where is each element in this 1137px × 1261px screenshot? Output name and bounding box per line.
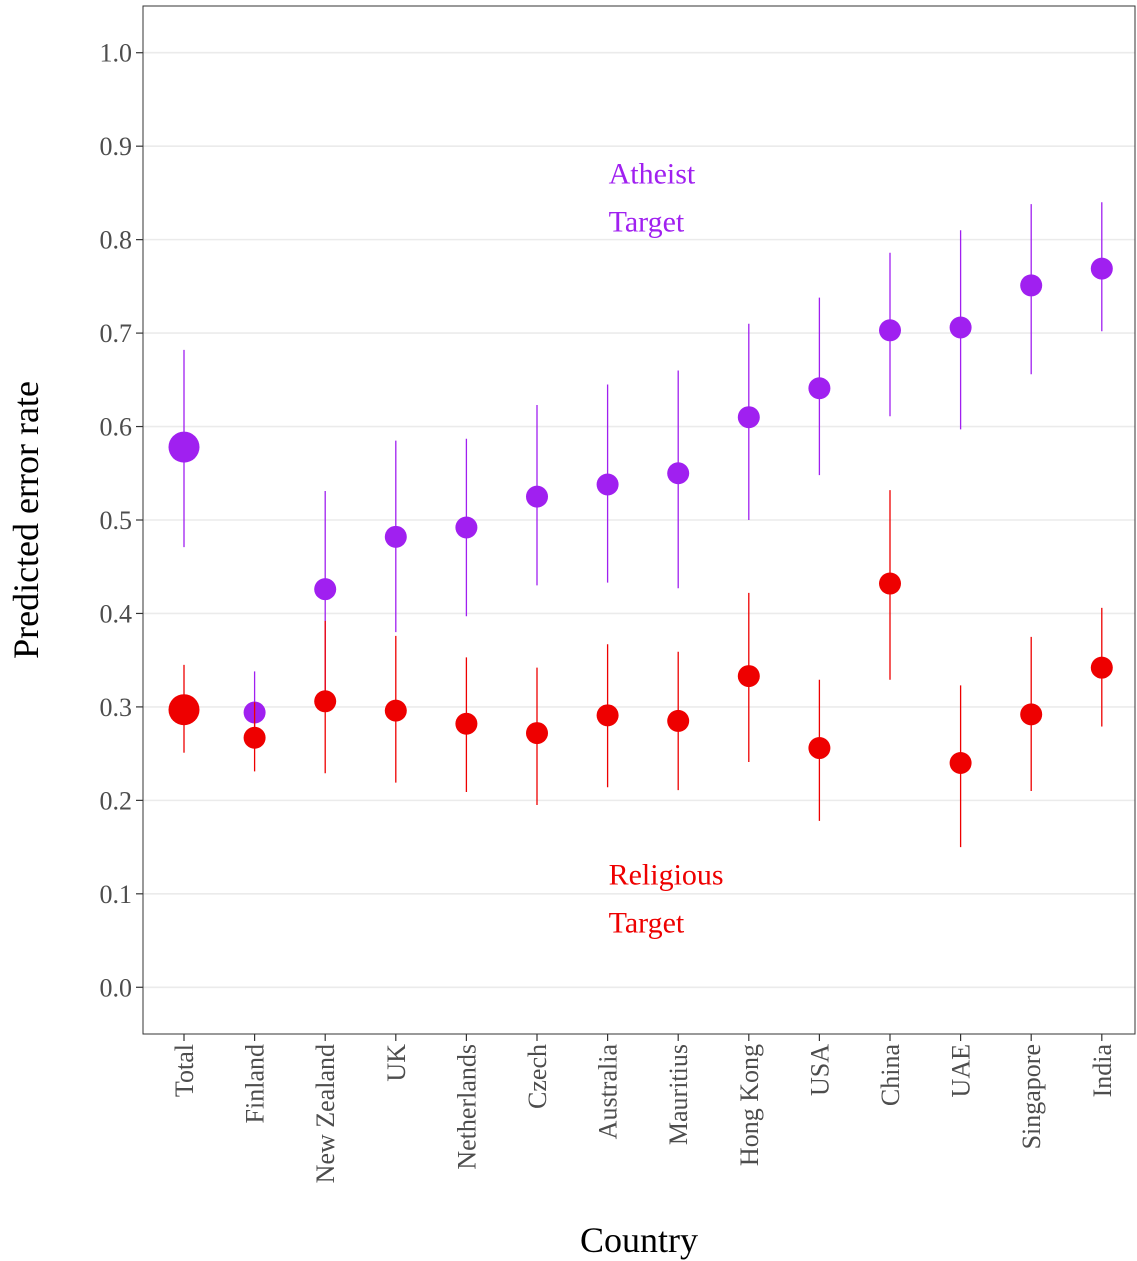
data-point (526, 485, 548, 508)
data-series (168, 202, 1113, 848)
annotation-text: Atheist (609, 158, 696, 191)
data-point (1090, 656, 1113, 679)
data-point (949, 751, 972, 774)
annotations: Atheist Target Religious Target (609, 158, 724, 940)
data-point (1020, 274, 1043, 297)
y-tick-label: 0.1 (100, 880, 133, 909)
series-0 (168, 202, 1113, 749)
data-point (384, 525, 407, 548)
y-tick-label: 0.0 (100, 973, 133, 1002)
y-tick-label: 1.0 (100, 39, 133, 68)
x-tick-label: UK (382, 1044, 411, 1082)
x-tick-label: USA (805, 1044, 834, 1096)
plot-panel-border (142, 5, 1136, 1035)
grid-lines (143, 51, 1135, 989)
data-point (596, 473, 619, 496)
x-tick-label: Hong Kong (735, 1044, 764, 1166)
data-point (314, 578, 337, 601)
data-point (808, 377, 831, 400)
data-point (737, 665, 760, 688)
x-tick-label: New Zealand (311, 1044, 340, 1183)
data-point (455, 712, 478, 735)
y-tick-label: 0.5 (100, 506, 133, 535)
annotation-text: Target (609, 206, 685, 239)
y-tick-label: 0.2 (100, 786, 133, 815)
data-point (879, 319, 901, 342)
x-axis-ticks: Total Finland New Zealand UK Netherlands Czec… (170, 1034, 1117, 1183)
data-point (526, 722, 548, 745)
annotation-text: Religious (609, 858, 724, 891)
data-point (808, 737, 831, 760)
x-axis-title: Country (580, 1220, 698, 1260)
data-point (949, 316, 972, 339)
data-point (168, 694, 200, 726)
y-tick-label: 0.3 (100, 693, 133, 722)
data-point (1020, 703, 1043, 726)
data-point (737, 406, 760, 429)
y-tick-label: 0.8 (100, 226, 133, 255)
data-point (667, 709, 690, 732)
x-tick-label: Total (170, 1044, 199, 1097)
y-tick-label: 0.9 (100, 132, 133, 161)
data-point (455, 516, 478, 539)
data-point (879, 572, 901, 595)
y-axis-title: Predicted error rate (6, 381, 46, 659)
series-1 (168, 490, 1113, 848)
data-point (596, 704, 619, 727)
data-point (314, 690, 337, 713)
x-tick-label: Netherlands (452, 1044, 481, 1170)
x-tick-label: Finland (241, 1044, 270, 1123)
annotation-text: Target (609, 906, 685, 939)
x-tick-label: Mauritius (664, 1044, 693, 1145)
data-point (384, 699, 407, 722)
y-tick-label: 0.7 (100, 319, 133, 348)
x-tick-label: Australia (594, 1044, 623, 1140)
x-tick-label: China (876, 1044, 905, 1107)
y-tick-label: 0.6 (100, 413, 133, 442)
data-point (1090, 257, 1113, 280)
x-tick-label: Czech (523, 1044, 552, 1109)
y-tick-label: 0.4 (100, 599, 133, 628)
x-tick-label: Singapore (1017, 1044, 1046, 1149)
data-point (243, 726, 266, 749)
data-point (667, 462, 690, 485)
y-axis-ticks: 0.0 0.1 0.2 0.3 0.4 0.5 0.6 0.7 0.8 0.9 1.0 (100, 39, 143, 1002)
x-tick-label: UAE (947, 1044, 976, 1097)
data-point (168, 431, 200, 463)
x-tick-label: India (1088, 1044, 1117, 1098)
